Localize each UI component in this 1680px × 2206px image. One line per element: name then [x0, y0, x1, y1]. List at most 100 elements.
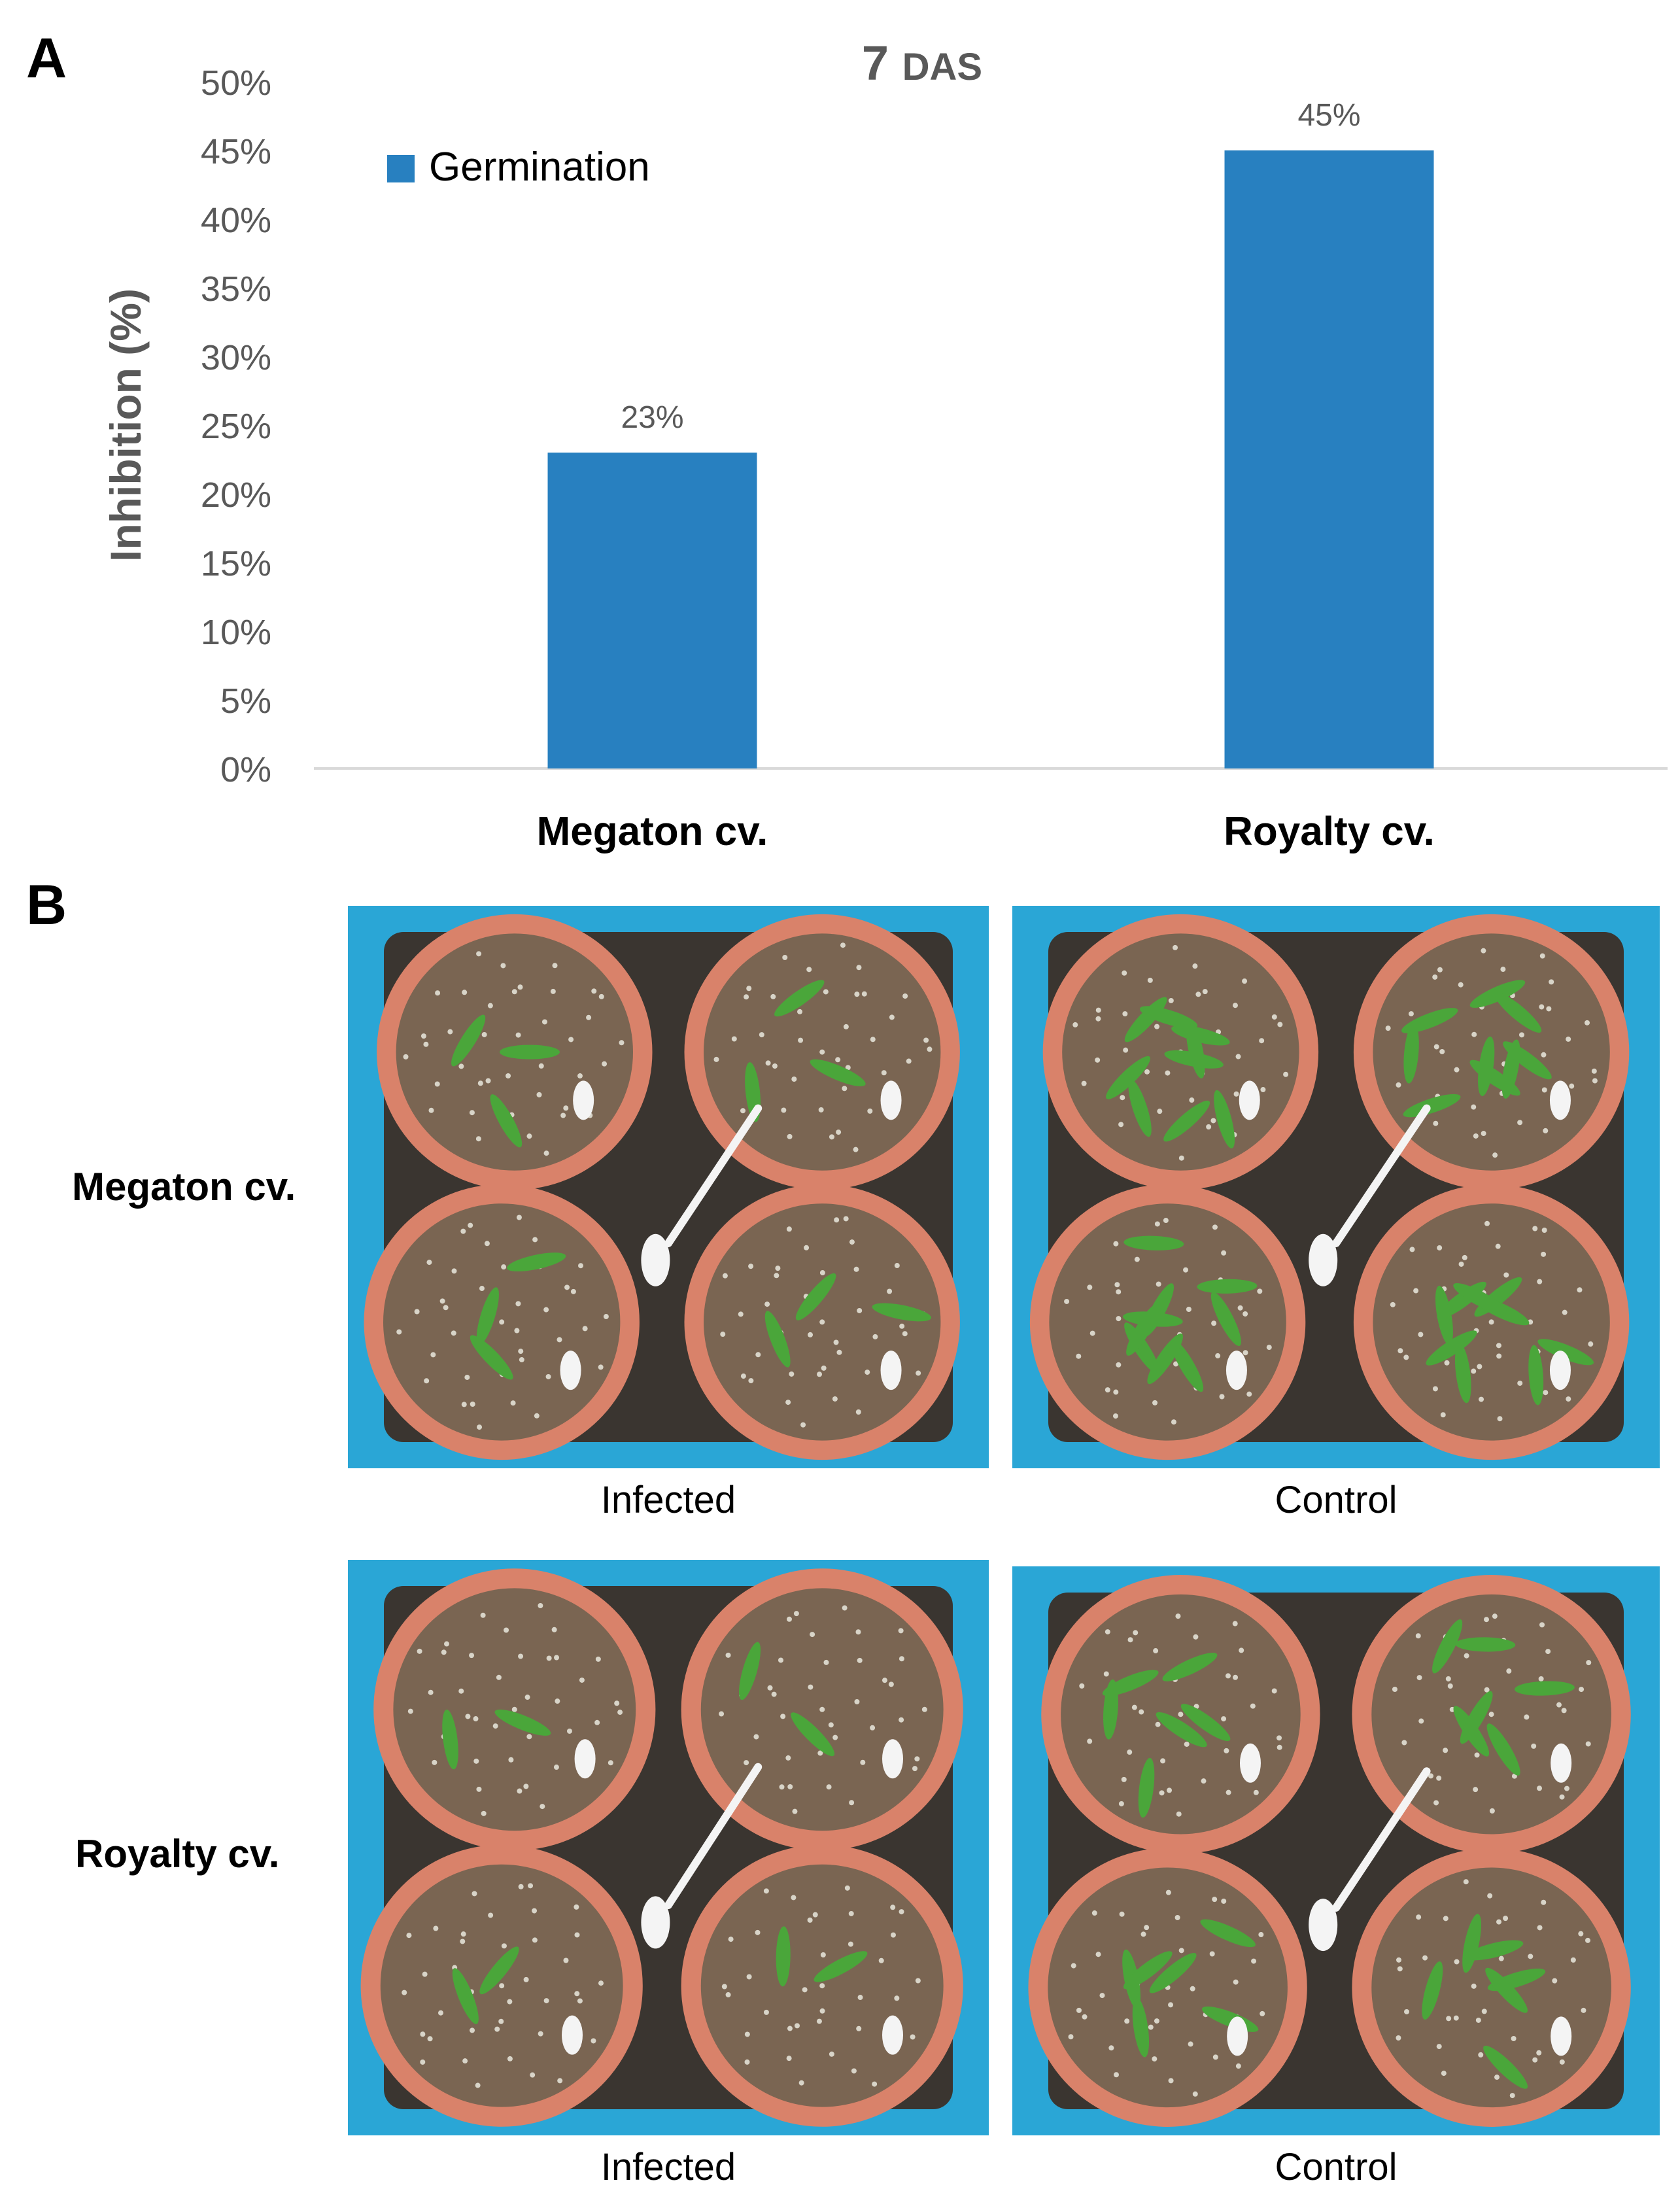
perlite-speck [899, 1717, 904, 1723]
perlite-speck [1539, 1004, 1545, 1010]
perlite-speck [740, 1108, 746, 1114]
perlite-speck [1118, 1122, 1124, 1128]
perlite-speck [899, 1656, 904, 1662]
perlite-speck [488, 1912, 494, 1918]
perlite-speck [1531, 1743, 1537, 1749]
perlite-speck [1133, 1630, 1139, 1636]
perlite-speck [1443, 1916, 1449, 1922]
row-label-royalty: Royalty cv. [75, 1832, 280, 1876]
perlite-speck [1174, 1915, 1180, 1921]
perlite-speck [1566, 1036, 1571, 1042]
spoon-handle [1332, 1767, 1431, 1912]
perlite-speck [1441, 2071, 1447, 2077]
perlite-speck [1168, 2002, 1174, 2008]
perlite-speck [826, 1784, 832, 1790]
perlite-speck [426, 1260, 432, 1266]
perlite-speck [465, 1714, 471, 1719]
seedling-leaf [810, 1059, 866, 1086]
perlite-speck [475, 1136, 481, 1142]
perlite-speck [1528, 1954, 1534, 1959]
perlite-speck [1511, 2035, 1517, 2041]
perlite-speck [1160, 1758, 1166, 1764]
perlite-speck [1471, 1104, 1477, 1110]
y-tick-label: 25% [201, 407, 271, 446]
perlite-speck [1433, 1044, 1439, 1050]
perlite-speck [518, 1884, 524, 1889]
perlite-speck [1235, 2063, 1241, 2069]
perlite-speck [1120, 1095, 1125, 1101]
plant-marker [1551, 2016, 1572, 2056]
perlite-speck [481, 1810, 487, 1816]
perlite-speck [845, 1065, 851, 1071]
perlite-speck [574, 1904, 579, 1910]
perlite-speck [1487, 1893, 1493, 1899]
perlite-speck [794, 2023, 800, 2029]
seedling-leaf [1422, 1961, 1443, 2020]
perlite-speck [420, 1033, 426, 1039]
perlite-speck [1152, 2056, 1157, 2062]
perlite-speck [422, 1971, 428, 1977]
perlite-speck [514, 1328, 520, 1334]
perlite-speck [1071, 1963, 1076, 1969]
perlite-speck [819, 1270, 825, 1276]
perlite-speck [1153, 1648, 1159, 1654]
perlite-speck [802, 1987, 808, 1993]
perlite-speck [1167, 1787, 1173, 1793]
chart-title-number: 7 [862, 36, 902, 90]
perlite-speck [526, 1133, 532, 1139]
perlite-speck [528, 1883, 534, 1889]
seedling-leaf [452, 1968, 479, 2024]
seedling-leaf [1171, 1025, 1230, 1046]
plant-marker [882, 2015, 903, 2055]
perlite-speck [532, 1237, 538, 1243]
perlite-speck [574, 1932, 580, 1938]
y-tick-label: 35% [201, 269, 271, 309]
perlite-speck [851, 2068, 857, 2074]
perlite-speck [791, 1076, 797, 1082]
perlite-speck [1147, 977, 1153, 983]
seedling-leaf [1200, 1919, 1256, 1948]
seedling-leaf [1139, 1006, 1198, 1029]
perlite-speck [775, 1266, 781, 1271]
perlite-speck [480, 1612, 486, 1618]
perlite-speck [458, 1063, 464, 1069]
perlite-speck [461, 1402, 467, 1407]
bar-data-label: 23% [621, 400, 683, 435]
perlite-speck [821, 1365, 827, 1371]
perlite-speck [1496, 1353, 1502, 1359]
perlite-speck [515, 1301, 521, 1307]
seedling-leaf [1501, 1039, 1520, 1099]
perlite-speck [857, 1657, 863, 1663]
perlite-speck [1154, 1221, 1160, 1227]
perlite-speck [1226, 1789, 1231, 1795]
perlite-speck [1453, 2015, 1459, 2021]
y-tick-label: 50% [201, 63, 271, 103]
perlite-speck [1564, 1785, 1569, 1791]
perlite-speck [791, 1895, 797, 1901]
perlite-speck [1087, 1738, 1093, 1744]
perlite-speck [518, 1653, 524, 1659]
perlite-speck [460, 1228, 466, 1234]
perlite-speck [1496, 1919, 1502, 1925]
perlite-speck [564, 1284, 570, 1290]
seedling-leaf [774, 980, 825, 1017]
perlite-speck [1570, 1957, 1576, 1963]
perlite-speck [843, 1216, 849, 1222]
perlite-speck [1437, 967, 1443, 973]
perlite-speck [1443, 1748, 1449, 1753]
perlite-speck [835, 1057, 841, 1063]
perlite-speck [1437, 1245, 1443, 1250]
perlite-speck [740, 1373, 746, 1379]
perlite-speck [1124, 2018, 1130, 2024]
perlite-speck [595, 1656, 601, 1662]
perlite-speck [485, 1078, 491, 1084]
perlite-speck [1432, 1386, 1438, 1392]
perlite-speck [1076, 2007, 1082, 2013]
perlite-speck [786, 1616, 792, 1622]
perlite-speck [1569, 1083, 1575, 1089]
perlite-speck [460, 1939, 466, 1944]
perlite-speck [507, 2056, 513, 2061]
seedling-leaf [1123, 1951, 1173, 1990]
perlite-speck [443, 1641, 449, 1647]
seedling-leaf [1180, 1704, 1231, 1742]
